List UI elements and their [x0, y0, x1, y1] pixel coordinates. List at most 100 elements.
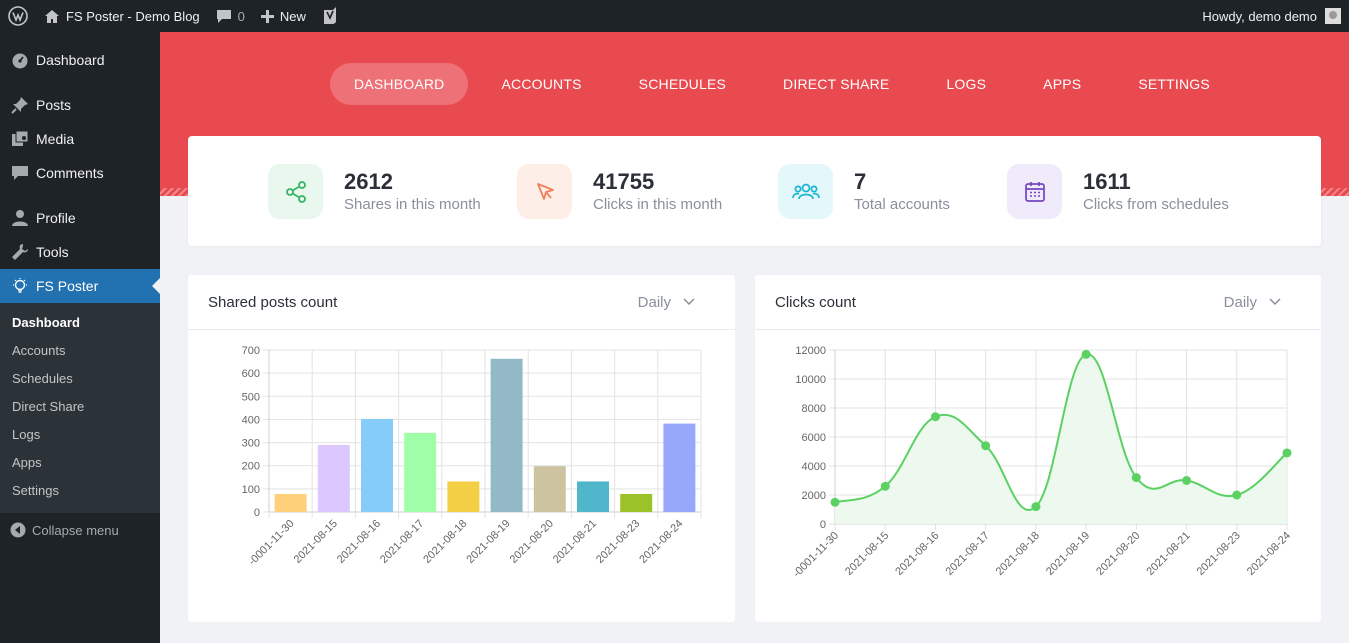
submenu-item-logs[interactable]: Logs	[12, 427, 41, 442]
data-point	[930, 412, 940, 422]
card-title: Clicks count	[775, 293, 856, 311]
menu-label: Dashboard	[36, 52, 105, 68]
x-tick-label: 2021-08-23	[1195, 530, 1243, 578]
menu-item-tools[interactable]: Tools	[0, 235, 160, 269]
calendar-icon	[1007, 164, 1062, 219]
yoast-icon[interactable]	[314, 0, 346, 32]
tab-direct-share[interactable]: DIRECT SHARE	[783, 76, 890, 92]
tab-schedules[interactable]: SCHEDULES	[638, 76, 727, 92]
y-tick-label: 500	[242, 391, 260, 403]
y-tick-label: 2000	[802, 490, 826, 502]
stat-shares: 2612 Shares in this month	[268, 164, 481, 219]
period-dropdown-value: Daily	[1223, 293, 1257, 311]
comment-icon	[10, 163, 30, 183]
submenu-item-dashboard[interactable]: Dashboard	[12, 315, 80, 330]
submenu-item-schedules[interactable]: Schedules	[12, 371, 73, 386]
home-icon	[44, 9, 60, 24]
menu-label: Media	[36, 131, 75, 147]
bar	[533, 466, 566, 512]
stat-label: Shares in this month	[344, 195, 481, 213]
menu-item-posts[interactable]: Posts	[0, 88, 160, 122]
x-tick-label: 2021-08-20	[508, 518, 556, 566]
x-tick-label: 2021-08-21	[1144, 530, 1192, 578]
y-tick-label: 400	[242, 414, 260, 426]
clicks-card: Clicks count Daily 0 2000 4000 6000 8000 1000…	[755, 275, 1321, 622]
lightbulb-icon	[10, 276, 30, 296]
data-point	[1081, 349, 1091, 359]
x-tick-label: 2021-08-24	[637, 518, 685, 566]
share-icon	[268, 164, 323, 219]
y-tick-label: 0	[820, 519, 826, 531]
site-name-link[interactable]: FS Poster - Demo Blog	[36, 0, 208, 32]
tab-logs[interactable]: LOGS	[946, 76, 987, 92]
period-dropdown[interactable]: Daily	[638, 294, 695, 311]
data-point	[1031, 502, 1041, 512]
x-tick-label: 2021-08-18	[994, 530, 1042, 578]
x-tick-label: -0001-11-30	[791, 530, 841, 580]
media-icon	[10, 129, 30, 149]
stat-label: Clicks in this month	[593, 195, 723, 213]
data-point	[1182, 476, 1192, 485]
bar	[577, 481, 609, 512]
comments-link[interactable]: 0	[208, 0, 253, 32]
submenu-item-settings[interactable]: Settings	[12, 483, 59, 498]
card-title: Shared posts count	[208, 293, 338, 311]
collapse-label: Collapse menu	[32, 522, 119, 538]
shared-posts-bar-chart: 0100200300400500600700-0001-11-302021-08…	[242, 345, 702, 568]
new-label: New	[279, 8, 306, 24]
data-point	[1131, 473, 1141, 483]
menu-item-fs-poster[interactable]: FS Poster	[0, 269, 160, 303]
menu-item-comments[interactable]: Comments	[0, 156, 160, 190]
data-point	[981, 441, 991, 451]
tab-dashboard[interactable]: DASHBOARD	[330, 63, 469, 105]
menu-item-dashboard[interactable]: Dashboard	[0, 43, 160, 77]
stat-value: 7	[854, 168, 867, 194]
data-point	[880, 481, 890, 491]
plugin-nav: DASHBOARD ACCOUNTS SCHEDULES DIRECT SHAR…	[330, 63, 1243, 105]
x-tick-label: 2021-08-21	[551, 518, 599, 566]
stat-value: 1611	[1083, 168, 1131, 194]
tab-settings[interactable]: SETTINGS	[1138, 76, 1210, 92]
data-point	[830, 497, 840, 507]
data-point	[1232, 490, 1242, 500]
wrench-icon	[10, 242, 30, 262]
bar	[663, 423, 696, 512]
stat-accounts: 7 Total accounts	[778, 164, 950, 219]
x-tick-label: 2021-08-16	[335, 518, 383, 566]
stat-clicks: 41755 Clicks in this month	[517, 164, 722, 219]
wordpress-logo-icon[interactable]	[0, 0, 36, 32]
series-line	[834, 353, 1288, 511]
y-tick-label: 8000	[802, 403, 826, 415]
x-tick-label: 2021-08-19	[1044, 530, 1092, 578]
bar	[490, 358, 523, 512]
shared-posts-card: Shared posts count Daily 0 100 200 300 400 50…	[188, 275, 735, 622]
plus-icon	[260, 9, 274, 23]
tab-apps[interactable]: APPS	[1043, 76, 1082, 92]
submenu-item-direct-share[interactable]: Direct Share	[12, 399, 85, 414]
submenu-item-apps[interactable]: Apps	[12, 455, 42, 470]
my-account-link[interactable]: Howdy, demo demo	[1194, 0, 1349, 32]
submenu-item-accounts[interactable]: Accounts	[12, 343, 66, 358]
x-tick-label: -0001-11-30	[246, 518, 296, 568]
card-header: Clicks count Daily	[755, 275, 1321, 330]
chevron-down-icon	[683, 298, 695, 306]
new-content-link[interactable]: New	[253, 0, 314, 32]
tab-accounts[interactable]: ACCOUNTS	[501, 76, 582, 92]
collapse-arrow-icon	[10, 522, 26, 538]
y-tick-label: 700	[242, 345, 260, 357]
period-dropdown[interactable]: Daily	[1224, 294, 1281, 311]
menu-item-profile[interactable]: Profile	[0, 201, 160, 235]
bar	[620, 493, 653, 512]
x-tick-label: 2021-08-24	[1245, 530, 1293, 578]
avatar	[1325, 8, 1341, 24]
menu-item-media[interactable]: Media	[0, 122, 160, 156]
y-tick-label: 100	[242, 484, 260, 496]
collapse-menu-button[interactable]: Collapse menu	[0, 513, 160, 547]
bar	[447, 481, 480, 512]
stat-label: Clicks from schedules	[1083, 195, 1229, 213]
menu-label: Posts	[36, 97, 72, 113]
site-name: FS Poster - Demo Blog	[66, 8, 200, 24]
y-tick-label: 300	[242, 438, 260, 450]
x-tick-label: 2021-08-18	[421, 518, 469, 566]
comments-count: 0	[237, 8, 245, 24]
